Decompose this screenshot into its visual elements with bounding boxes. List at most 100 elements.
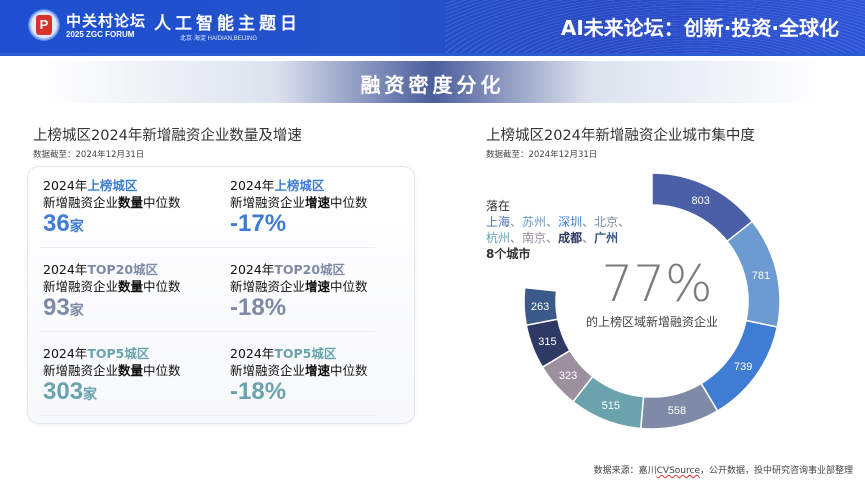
center-label: 的上榜区域新增融资企业 [585, 315, 718, 329]
donut-segment-label: 315 [538, 336, 556, 348]
metric-year: 2024年 [230, 178, 275, 193]
legend-separator: 、 [546, 231, 559, 245]
left-panel-title: 上榜城区2024年新增融资企业数量及增速 [33, 128, 302, 144]
donut-segment-label: 263 [531, 301, 549, 313]
donut-segment-上海 [651, 172, 754, 243]
metric-block: 2024年TOP5城区 新增融资企业数量中位数 303家 [43, 343, 223, 407]
metric-description: 新增融资企业数量中位数 [43, 360, 223, 378]
metric-block: 2024年上榜城区 新增融资企业数量中位数 36家 [43, 175, 223, 239]
legend-city: 广州 [594, 231, 619, 245]
metric-desc-key: 数量 [118, 363, 144, 378]
metric-value-row: 36家 [43, 209, 223, 239]
metric-heading: 2024年TOP20城区 [43, 259, 223, 277]
metric-year: 2024年 [43, 178, 88, 193]
data-source-footer: 数据来源：嘉川CVSource，公开数据，投中研究咨询事业部整理 [594, 463, 853, 476]
metric-group: TOP20城区 [274, 262, 346, 277]
brand-name-en: 2025 ZGC FORUM [66, 30, 135, 39]
legend-city: 深圳 [558, 215, 583, 229]
legend-city: 南京 [522, 231, 547, 245]
legend-city: 成都 [558, 231, 583, 245]
metric-unit: 家 [69, 302, 84, 318]
center-percentage: 77% [601, 255, 713, 313]
metric-desc-post: 中位数 [143, 279, 181, 294]
header-wave-decoration [445, 0, 865, 53]
legend-city: 苏州 [522, 215, 547, 229]
metric-year: 2024年 [43, 262, 88, 277]
metric-desc-post: 中位数 [330, 279, 368, 294]
metric-heading: 2024年TOP20城区 [230, 259, 410, 277]
donut-segment-label: 323 [559, 370, 577, 382]
metrics-card: 2024年上榜城区 新增融资企业数量中位数 36家 2024年上榜城区 新增融资企业增速… [27, 166, 415, 424]
metric-desc-key: 增速 [305, 279, 331, 294]
header-banner: P 中关村论坛 2025 ZGC FORUM 人工智能主题日 北京·海淀 HAI… [0, 0, 865, 56]
metric-value: 93 [43, 294, 70, 321]
metric-unit: 家 [69, 218, 84, 234]
event-location: 北京·海淀 HAIDIAN,BEIJING [180, 36, 258, 42]
metric-group: TOP5城区 [87, 346, 150, 361]
legend-separator: 、 [582, 215, 595, 229]
donut-segment-广州 [523, 286, 559, 327]
event-title: 人工智能主题日 [154, 14, 301, 34]
left-panel-date: 数据截至：2024年12月31日 [33, 150, 145, 160]
logo-letter: P [36, 15, 52, 35]
metric-desc-post: 中位数 [143, 195, 181, 210]
legend-city: 上海 [486, 215, 511, 229]
metric-heading: 2024年TOP5城区 [230, 343, 410, 361]
metric-value: 36 [43, 210, 70, 237]
metric-value: -17% [230, 210, 287, 237]
metric-desc-post: 中位数 [143, 363, 181, 378]
metric-description: 新增融资企业数量中位数 [43, 276, 223, 294]
metric-value: -18% [230, 378, 287, 405]
metric-heading: 2024年上榜城区 [230, 175, 410, 193]
source-suffix: ，公开数据，投中研究咨询事业部整理 [699, 466, 853, 476]
legend-intro: 落在 [486, 199, 511, 213]
metric-year: 2024年 [230, 262, 275, 277]
slogan: AI未来论坛：创新·投资·全球化 [560, 16, 839, 40]
metric-desc-pre: 新增融资企业 [230, 195, 306, 210]
metric-heading: 2024年上榜城区 [43, 175, 223, 193]
metric-value: -18% [230, 294, 287, 321]
metric-desc-key: 增速 [305, 195, 331, 210]
metric-unit: 家 [83, 386, 98, 402]
metric-desc-pre: 新增融资企业 [230, 363, 306, 378]
donut-segment-label: 558 [668, 405, 686, 417]
row-divider [40, 247, 375, 248]
metric-desc-pre: 新增融资企业 [43, 279, 119, 294]
metric-desc-post: 中位数 [330, 363, 368, 378]
source-prefix: 数据来源：嘉川 [593, 466, 657, 476]
metric-group: 上榜城区 [274, 178, 325, 193]
legend-separator: 、 [618, 215, 631, 229]
legend-city: 杭州 [486, 231, 511, 245]
donut-segment-label: 781 [752, 270, 770, 282]
legend-city-count: 8个城市 [486, 247, 531, 261]
section-band: 融资密度分化 [40, 61, 825, 103]
metric-block: 2024年TOP20城区 新增融资企业数量中位数 93家 [43, 259, 223, 323]
forum-logo-icon: P [28, 9, 60, 41]
legend-cities: 上海、苏州、深圳、北京、 杭州、南京、成都、广州 [486, 214, 656, 246]
metric-group: TOP5城区 [274, 346, 337, 361]
metric-value: 303 [43, 378, 84, 405]
metric-group: 上榜城区 [87, 178, 138, 193]
legend-separator: 、 [582, 231, 595, 245]
section-title: 融资密度分化 [360, 73, 505, 97]
metric-block: 2024年上榜城区 新增融资企业增速中位数 -17% [230, 175, 410, 239]
metric-year: 2024年 [43, 346, 88, 361]
metric-desc-pre: 新增融资企业 [43, 363, 119, 378]
legend-separator: 、 [510, 231, 523, 245]
metric-value-row: -18% [230, 293, 410, 323]
right-panel-date: 数据截至：2024年12月31日 [486, 150, 598, 160]
legend-city: 北京 [594, 215, 619, 229]
metric-description: 新增融资企业数量中位数 [43, 192, 223, 210]
metric-value-row: 93家 [43, 293, 223, 323]
row-divider [40, 331, 375, 332]
metric-desc-pre: 新增融资企业 [43, 195, 119, 210]
metric-desc-pre: 新增融资企业 [230, 279, 306, 294]
metric-desc-key: 数量 [118, 195, 144, 210]
metric-description: 新增融资企业增速中位数 [230, 192, 410, 210]
metric-desc-key: 增速 [305, 363, 331, 378]
source-cvsource: CVSource [656, 466, 700, 476]
donut-segment-label: 515 [602, 400, 620, 412]
metric-value-row: -17% [230, 209, 410, 239]
city-legend: 落在 上海、苏州、深圳、北京、 杭州、南京、成都、广州 8个城市 [486, 198, 656, 262]
